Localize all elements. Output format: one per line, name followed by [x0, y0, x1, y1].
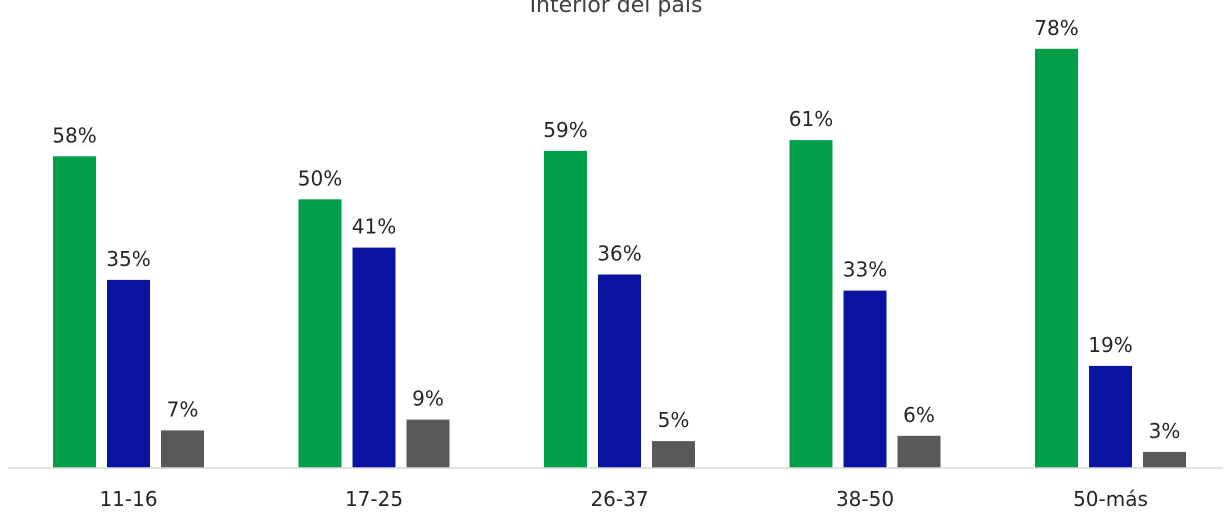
data-label-17-25-series-1: 50%: [298, 166, 342, 190]
x-tick-label-26-37: 26-37: [590, 487, 648, 511]
bar-11-16-series-3: [161, 430, 204, 468]
chart-title: Interior del país: [530, 0, 703, 18]
data-label-38-50-series-3: 6%: [903, 403, 935, 427]
data-label-11-16-series-1: 58%: [52, 123, 96, 147]
bar-38-50-series-1: [789, 140, 833, 468]
data-label-50-más-series-1: 78%: [1034, 16, 1078, 40]
x-tick-label-17-25: 17-25: [345, 487, 403, 511]
bar-11-16-series-1: [53, 156, 96, 469]
bar-17-25-series-2: [352, 247, 396, 468]
bar-17-25-series-3: [406, 419, 450, 468]
bar-38-50-series-3: [897, 435, 941, 469]
data-labels-layer: 58% 35% 7% 50% 41% 9% 59% 36% 5% 61% 33% 6% 78% 19% 3%: [52, 16, 1180, 443]
bar-50-más-series-3: [1143, 451, 1186, 468]
bar-26-37-series-1: [544, 150, 587, 468]
bar-17-25-series-1: [298, 199, 342, 469]
data-label-26-37-series-1: 59%: [543, 118, 587, 142]
x-tick-label-11-16: 11-16: [99, 487, 157, 511]
data-label-11-16-series-3: 7%: [167, 397, 199, 421]
data-label-26-37-series-3: 5%: [658, 408, 690, 432]
data-label-17-25-series-2: 41%: [352, 215, 396, 239]
x-tick-labels-layer: 11-16 17-25 26-37 38-50 50-más: [99, 487, 1147, 511]
bar-26-37-series-2: [598, 274, 641, 468]
bar-38-50-series-2: [843, 290, 887, 468]
data-label-50-más-series-2: 19%: [1088, 333, 1132, 357]
data-label-11-16-series-2: 35%: [106, 247, 150, 271]
data-label-38-50-series-1: 61%: [789, 107, 833, 131]
bar-26-37-series-3: [652, 441, 695, 468]
bars-layer: [53, 48, 1186, 469]
bar-50-más-series-1: [1035, 48, 1078, 469]
bar-50-más-series-2: [1089, 365, 1132, 468]
x-tick-label-38-50: 38-50: [836, 487, 894, 511]
data-label-38-50-series-2: 33%: [843, 258, 887, 282]
bar-11-16-series-2: [107, 279, 150, 468]
data-label-50-más-series-3: 3%: [1149, 419, 1181, 443]
data-label-26-37-series-2: 36%: [597, 242, 641, 266]
data-label-17-25-series-3: 9%: [412, 387, 444, 411]
x-tick-label-50-más: 50-más: [1073, 487, 1148, 511]
